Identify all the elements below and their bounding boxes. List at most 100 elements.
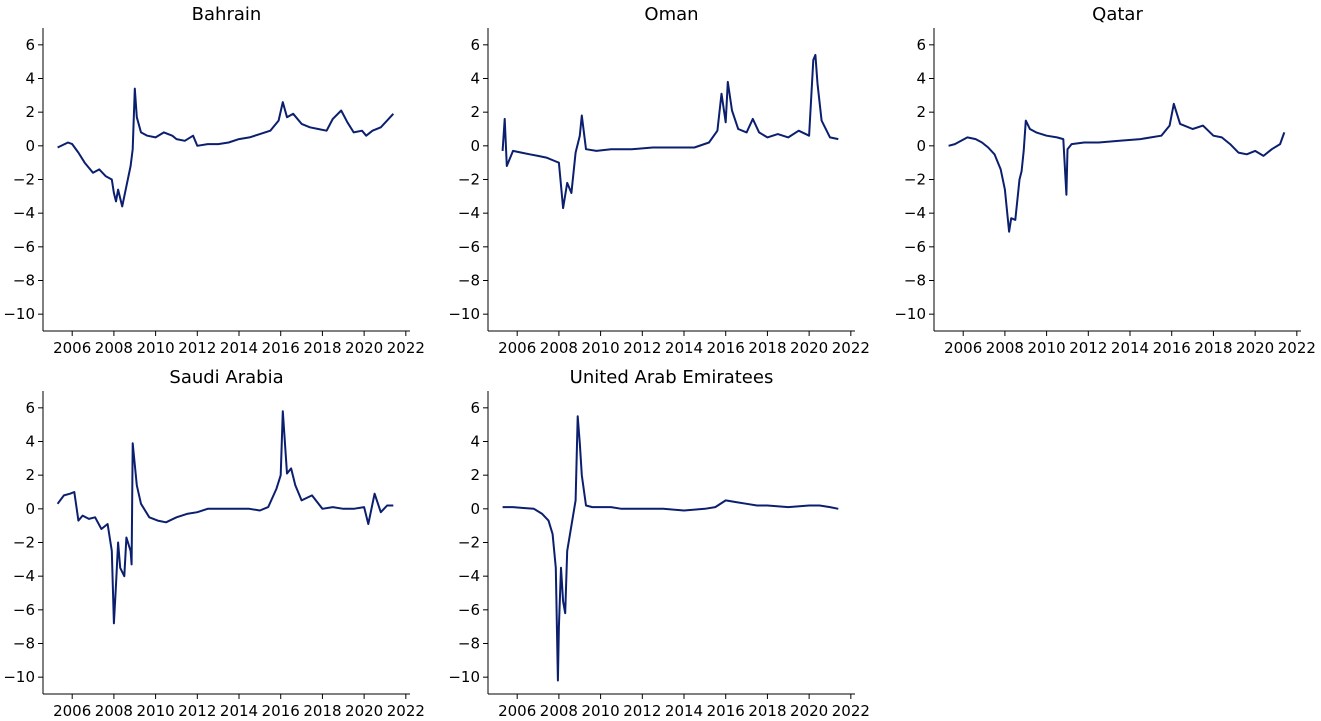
- x-tick-label: 2014: [665, 702, 703, 720]
- y-tick-label: −6: [458, 238, 480, 256]
- y-tick-label: 6: [25, 36, 35, 54]
- y-tick-label: −4: [458, 567, 480, 585]
- x-tick-label: 2008: [540, 702, 578, 720]
- x-tick-label: 2010: [1028, 339, 1066, 357]
- x-tick-label: 2010: [582, 339, 620, 357]
- x-tick-label: 2022: [832, 339, 870, 357]
- panel-title: Qatar: [1092, 4, 1143, 25]
- y-tick-label: −10: [894, 305, 926, 323]
- y-tick-label: 4: [25, 70, 35, 88]
- x-tick-label: 2014: [220, 702, 258, 720]
- x-tick-label: 2016: [707, 339, 745, 357]
- x-tick-label: 2020: [790, 339, 828, 357]
- y-tick-label: −4: [13, 567, 35, 585]
- y-tick-label: −4: [458, 204, 480, 222]
- y-tick-label: 2: [470, 466, 480, 484]
- y-tick-label: 0: [470, 137, 480, 155]
- y-tick-label: −6: [13, 238, 35, 256]
- x-tick-label: 2018: [748, 702, 786, 720]
- x-tick-label: 2008: [95, 339, 133, 357]
- y-tick-label: −6: [458, 601, 480, 619]
- y-tick-label: 6: [470, 36, 480, 54]
- y-tick-label: 4: [470, 70, 480, 88]
- y-tick-label: 0: [25, 500, 35, 518]
- y-tick-label: −4: [904, 204, 926, 222]
- series-line: [56, 410, 394, 625]
- y-tick-label: −10: [448, 668, 480, 686]
- x-tick-label: 2020: [345, 339, 383, 357]
- y-tick-label: 4: [25, 433, 35, 451]
- x-tick-label: 2010: [137, 339, 175, 357]
- series-line: [501, 53, 839, 210]
- x-tick-label: 2022: [387, 339, 425, 357]
- x-tick-label: 2006: [944, 339, 982, 357]
- y-tick-label: 2: [25, 103, 35, 121]
- x-tick-label: 2008: [540, 339, 578, 357]
- x-tick-label: 2022: [832, 702, 870, 720]
- y-tick-label: −8: [13, 272, 35, 290]
- y-tick-label: −2: [904, 171, 926, 189]
- x-tick-label: 2008: [986, 339, 1024, 357]
- y-tick-label: 4: [916, 70, 926, 88]
- y-tick-label: 0: [916, 137, 926, 155]
- x-tick-label: 2018: [1194, 339, 1232, 357]
- x-tick-label: 2006: [498, 702, 536, 720]
- x-tick-label: 2012: [1069, 339, 1107, 357]
- y-tick-label: 0: [25, 137, 35, 155]
- y-tick-label: 4: [470, 433, 480, 451]
- y-tick-label: −8: [904, 272, 926, 290]
- x-tick-label: 2020: [345, 702, 383, 720]
- x-tick-label: 2020: [1236, 339, 1274, 357]
- y-tick-label: −8: [458, 272, 480, 290]
- x-tick-label: 2018: [748, 339, 786, 357]
- y-tick-label: −2: [13, 171, 35, 189]
- x-tick-label: 2016: [262, 339, 300, 357]
- panel-title: Saudi Arabia: [169, 367, 283, 388]
- y-tick-label: −8: [458, 635, 480, 653]
- y-tick-label: 2: [25, 466, 35, 484]
- panel-title: Bahrain: [192, 4, 262, 25]
- series-line: [948, 102, 1286, 233]
- x-tick-label: 2018: [303, 339, 341, 357]
- x-tick-label: 2010: [582, 702, 620, 720]
- chart-panel-0: Bahrain −10 −8 −6 −4 −2 0 2 4 6 2006 2008 2010 2012 20…: [3, 4, 425, 357]
- panel-title: United Arab Emiratees: [570, 367, 774, 388]
- x-tick-label: 2012: [178, 339, 216, 357]
- y-tick-label: −6: [13, 601, 35, 619]
- x-tick-label: 2012: [623, 339, 661, 357]
- x-tick-label: 2006: [53, 702, 91, 720]
- x-tick-label: 2018: [303, 702, 341, 720]
- panel-title: Oman: [644, 4, 698, 25]
- x-tick-label: 2016: [707, 702, 745, 720]
- x-tick-label: 2022: [387, 702, 425, 720]
- x-tick-label: 2014: [1111, 339, 1149, 357]
- x-tick-label: 2016: [1153, 339, 1191, 357]
- series-line: [502, 415, 839, 682]
- y-tick-label: −2: [13, 534, 35, 552]
- y-tick-label: −2: [458, 171, 480, 189]
- y-tick-label: −2: [458, 534, 480, 552]
- x-tick-label: 2014: [665, 339, 703, 357]
- y-tick-label: −10: [3, 305, 35, 323]
- y-tick-label: −6: [904, 238, 926, 256]
- y-tick-label: 2: [916, 103, 926, 121]
- x-tick-label: 2022: [1278, 339, 1316, 357]
- y-tick-label: −10: [448, 305, 480, 323]
- x-tick-label: 2006: [53, 339, 91, 357]
- x-tick-label: 2010: [137, 702, 175, 720]
- y-tick-label: 6: [470, 399, 480, 417]
- x-tick-label: 2020: [790, 702, 828, 720]
- x-tick-label: 2016: [262, 702, 300, 720]
- x-tick-label: 2012: [623, 702, 661, 720]
- x-tick-label: 2008: [95, 702, 133, 720]
- x-tick-label: 2012: [178, 702, 216, 720]
- y-tick-label: 2: [470, 103, 480, 121]
- y-tick-label: −8: [13, 635, 35, 653]
- y-tick-label: −10: [3, 668, 35, 686]
- y-tick-label: −4: [13, 204, 35, 222]
- chart-panel-4: United Arab Emiratees −10 −8 −6 −4 −2 0 2 4 6 2006…: [448, 367, 870, 720]
- y-tick-label: 6: [25, 399, 35, 417]
